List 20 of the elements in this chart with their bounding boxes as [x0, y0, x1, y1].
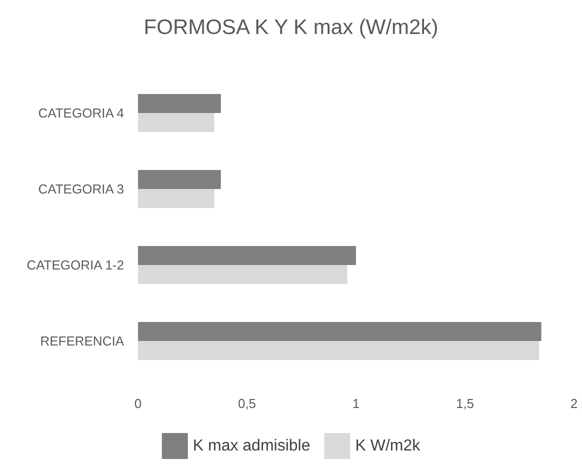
bar — [138, 170, 221, 189]
x-tick-label: 0,5 — [238, 396, 256, 411]
legend-label: K max admisible — [192, 438, 310, 454]
x-tick-label: 2 — [570, 396, 578, 411]
legend-label: K W/m2k — [355, 438, 422, 454]
bar — [138, 94, 221, 113]
bar — [138, 189, 214, 208]
x-tick-label: 1,5 — [456, 396, 474, 411]
bar — [138, 246, 356, 265]
bar — [138, 265, 348, 284]
bar — [138, 341, 540, 360]
x-tick-label: 1 — [352, 396, 360, 411]
y-tick-label: REFERENCIA — [40, 334, 124, 348]
x-tick-label: 0 — [134, 396, 142, 411]
bar — [138, 113, 214, 132]
y-tick-label: CATEGORIA 3 — [38, 182, 124, 196]
bar — [138, 322, 542, 341]
chart-title: FORMOSA K Y K max (W/m2k) — [144, 16, 438, 39]
y-tick-label: CATEGORIA 4 — [38, 106, 124, 120]
y-tick-label: CATEGORIA 1-2 — [26, 258, 124, 272]
